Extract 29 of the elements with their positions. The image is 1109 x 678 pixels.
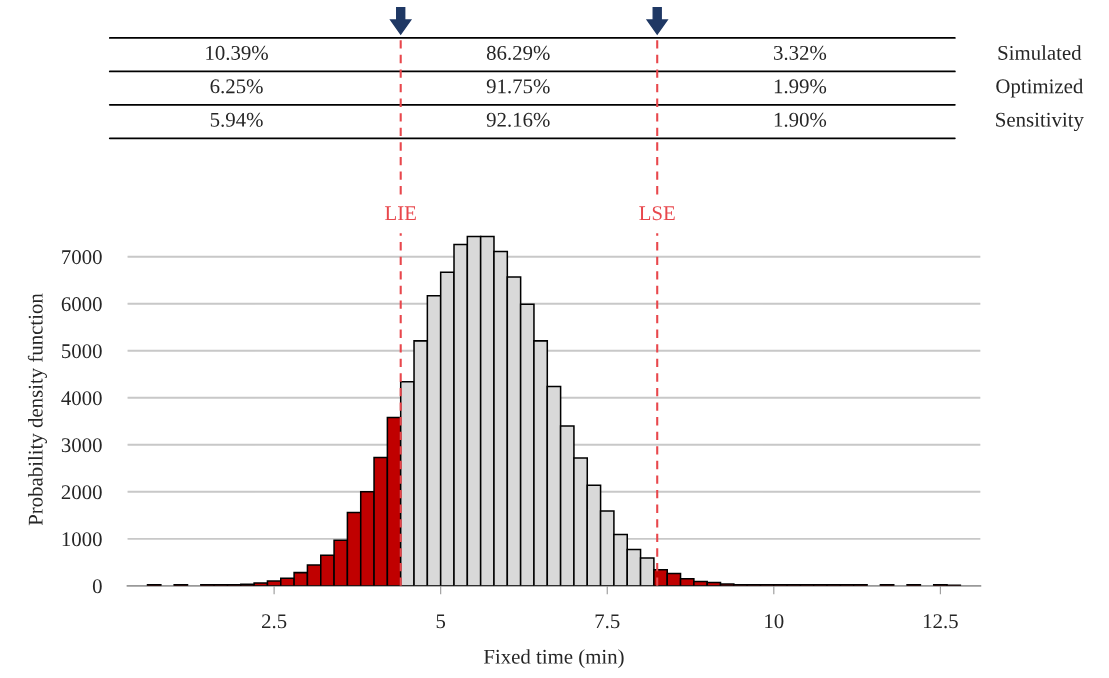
ref-line-label: LIE: [385, 206, 416, 220]
y-tick-label: 4000: [61, 391, 102, 406]
category-label: Sensitivity: [996, 112, 1084, 132]
ref-line-label: LSE: [639, 206, 675, 221]
y-tick-label: 7000: [62, 250, 102, 265]
text: 1.99%: [774, 79, 827, 94]
x-tick-label: 5: [436, 614, 446, 629]
y-tick-label: 5000: [62, 344, 102, 359]
x-tick-label: 7.5: [595, 614, 620, 629]
y-tick-label: 6000: [61, 297, 102, 312]
text: 86.29%: [486, 45, 550, 60]
y-axis-title: Probability density function: [27, 293, 47, 526]
text: 91.75%: [486, 79, 550, 94]
text: 3.32%: [774, 45, 827, 60]
category-label: Optimized: [996, 78, 1084, 98]
text: 6.25%: [210, 79, 263, 94]
y-tick-label: 1000: [62, 532, 102, 547]
y-tick-label: 2000: [61, 485, 102, 500]
x-tick-label: 12.5: [923, 614, 958, 629]
text: 10.39%: [206, 45, 268, 60]
text: 1.90%: [774, 112, 827, 127]
y-tick-label: 3000: [61, 438, 102, 453]
category-label: Simulated: [998, 45, 1082, 60]
x-axis-title: Fixed time (min): [483, 649, 624, 669]
x-tick-label: 2.5: [262, 614, 287, 629]
text: 92.16%: [486, 112, 550, 127]
y-tick-label: 0: [92, 579, 102, 594]
text: 5.94%: [210, 112, 263, 127]
x-tick-label: 10: [765, 614, 784, 629]
